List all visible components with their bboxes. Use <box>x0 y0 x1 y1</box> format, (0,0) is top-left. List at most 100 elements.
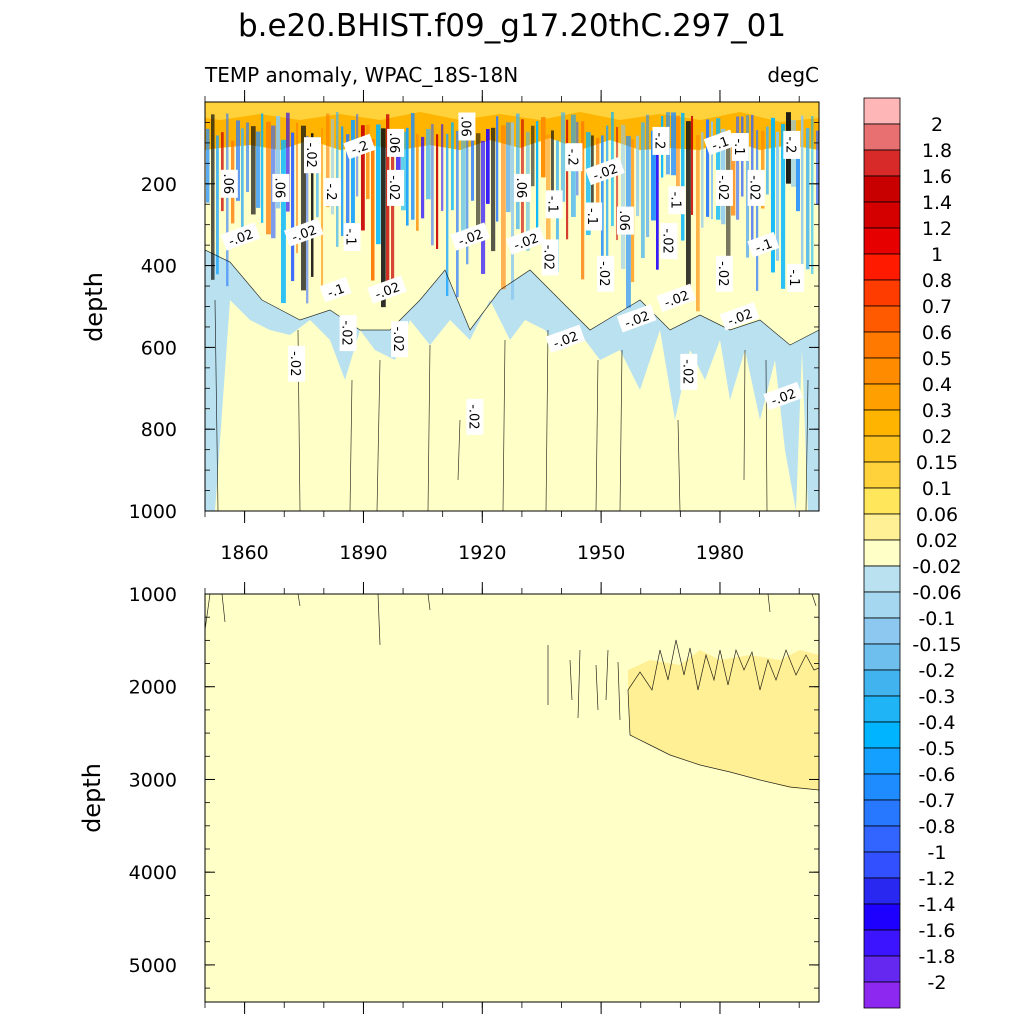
y-tick-label: 200 <box>141 174 177 196</box>
colorbar-swatch <box>863 227 901 255</box>
contour-label-text: -.1 <box>753 237 774 257</box>
thermocline-stripe <box>446 133 449 296</box>
thermocline-stripe <box>411 113 415 220</box>
contour-label: -.02 <box>339 315 357 352</box>
thermocline-stripe <box>441 124 444 211</box>
thermocline-stripe <box>696 135 700 312</box>
contour-label: -.02 <box>390 321 409 358</box>
colorbar-swatch <box>863 253 901 281</box>
colorbar-label: 0.1 <box>922 478 952 500</box>
thermocline-stripe <box>616 126 619 241</box>
colorbar-swatch <box>863 747 901 775</box>
contour-label: .06 <box>386 128 405 157</box>
y-tick-label: 600 <box>141 337 177 359</box>
contour-label-box <box>513 173 531 202</box>
colorbar-swatch <box>863 175 901 203</box>
contour-label-text: -.1 <box>326 282 347 302</box>
contour-label-box <box>783 130 801 159</box>
contour-label-box <box>616 304 657 333</box>
thermocline-stripe <box>801 115 804 277</box>
contour-label-box <box>597 255 615 292</box>
contour-label-box <box>272 173 290 202</box>
thermocline-stripe <box>341 126 344 237</box>
y-tick-label: 3000 <box>129 769 177 791</box>
colorbar-label: -1.8 <box>918 946 955 968</box>
contour-label: -.02 <box>596 255 615 292</box>
thermocline-stripe <box>781 123 786 289</box>
thermocline-stripe <box>306 135 309 304</box>
thermocline-stripe <box>516 113 520 230</box>
thermocline-stripe <box>326 113 330 208</box>
contour-label-box <box>541 239 559 276</box>
contour-label: .06 <box>616 206 634 235</box>
upper-plot-area: .06 -.02 .06 -.02 -.02 -.02 -.2 -.1 -.02 -.1 -.2 .0… <box>205 102 819 511</box>
thermocline-stripe <box>706 119 710 217</box>
thermocline-stripe <box>226 113 229 287</box>
colorbar-swatch <box>863 305 901 333</box>
contour-label: -.2 <box>782 130 801 159</box>
contour-label-box <box>220 169 238 198</box>
thermocline-stripe <box>206 128 210 203</box>
contour-label-box <box>387 128 405 157</box>
contour-label: -.2 <box>323 178 341 206</box>
contour-label-text: -.02 <box>715 175 730 200</box>
colorbar-swatch <box>863 903 901 931</box>
thermocline-stripe <box>636 135 640 217</box>
thermocline-stripe <box>586 132 591 236</box>
thermocline-stripe <box>736 116 740 220</box>
colorbar-label: -1 <box>928 842 947 864</box>
contour-label: -.1 <box>731 133 749 161</box>
contour-label: -.1 <box>703 129 736 156</box>
colorbar-label: -0.3 <box>918 686 955 708</box>
contour-label: -.1 <box>786 263 805 292</box>
colorbar-swatch <box>863 383 901 411</box>
colorbar-label: 0.2 <box>922 426 952 448</box>
contour-label: .06 <box>271 173 290 202</box>
contour-label-text: -.1 <box>343 228 358 245</box>
x-tick-label: 1980 <box>696 542 744 564</box>
x-tick-label: 1890 <box>339 542 387 564</box>
colorbar-swatch <box>863 435 901 463</box>
contour-label: -.1 <box>747 231 780 258</box>
contour-label-box <box>319 276 352 303</box>
lower-ylabel: depth <box>78 763 106 833</box>
thermocline-stripe <box>246 122 250 193</box>
contour-label-text: -.02 <box>660 228 675 253</box>
colorbar-label: -0.15 <box>912 634 961 656</box>
y-tick-label: 400 <box>141 256 177 278</box>
colorbar-swatch <box>863 955 901 983</box>
colorbar-label: -0.6 <box>918 764 955 786</box>
thermocline-stripe <box>606 125 609 277</box>
contour-label-box <box>616 206 634 235</box>
contour-label: -.02 <box>679 353 698 390</box>
thermocline-stripe <box>551 130 554 199</box>
contour-label-box <box>715 255 733 292</box>
thermocline-stripe <box>646 114 650 238</box>
colorbar-swatch <box>863 617 901 645</box>
thermocline-stripe <box>416 134 419 231</box>
upper-panel: TEMP anomaly, WPAC_18S-18N degC .06 -.02.… <box>80 63 820 564</box>
contour-label-box <box>505 226 546 255</box>
colorbar-label: 1 <box>931 244 943 266</box>
contour-label: -.1 <box>319 276 352 303</box>
thermocline-stripe <box>621 124 626 269</box>
thermocline-stripe <box>316 136 319 218</box>
colorbar-swatch <box>863 149 901 177</box>
thermocline-stripe <box>266 121 271 235</box>
contour-label-box <box>387 169 405 206</box>
thermocline-stripe <box>496 116 499 222</box>
thermocline-stripe <box>601 135 604 279</box>
thermocline-stripe <box>466 133 469 265</box>
contour-label: .06 <box>513 173 531 202</box>
colorbar-label: 0.06 <box>916 504 958 526</box>
colorbar-swatch <box>863 695 901 723</box>
thermocline-stripe <box>491 127 496 252</box>
thermocline-stripe <box>431 124 434 246</box>
thermocline-stripe <box>701 132 704 228</box>
thermocline-stripe <box>256 131 261 208</box>
contour-label-box <box>787 263 805 292</box>
contour-label-box <box>715 169 733 206</box>
lower-axes: 1000 2000 3000 4000 5000 <box>129 582 819 1014</box>
contour-label: -.1 <box>667 186 686 215</box>
thermocline-stripe <box>566 119 569 240</box>
